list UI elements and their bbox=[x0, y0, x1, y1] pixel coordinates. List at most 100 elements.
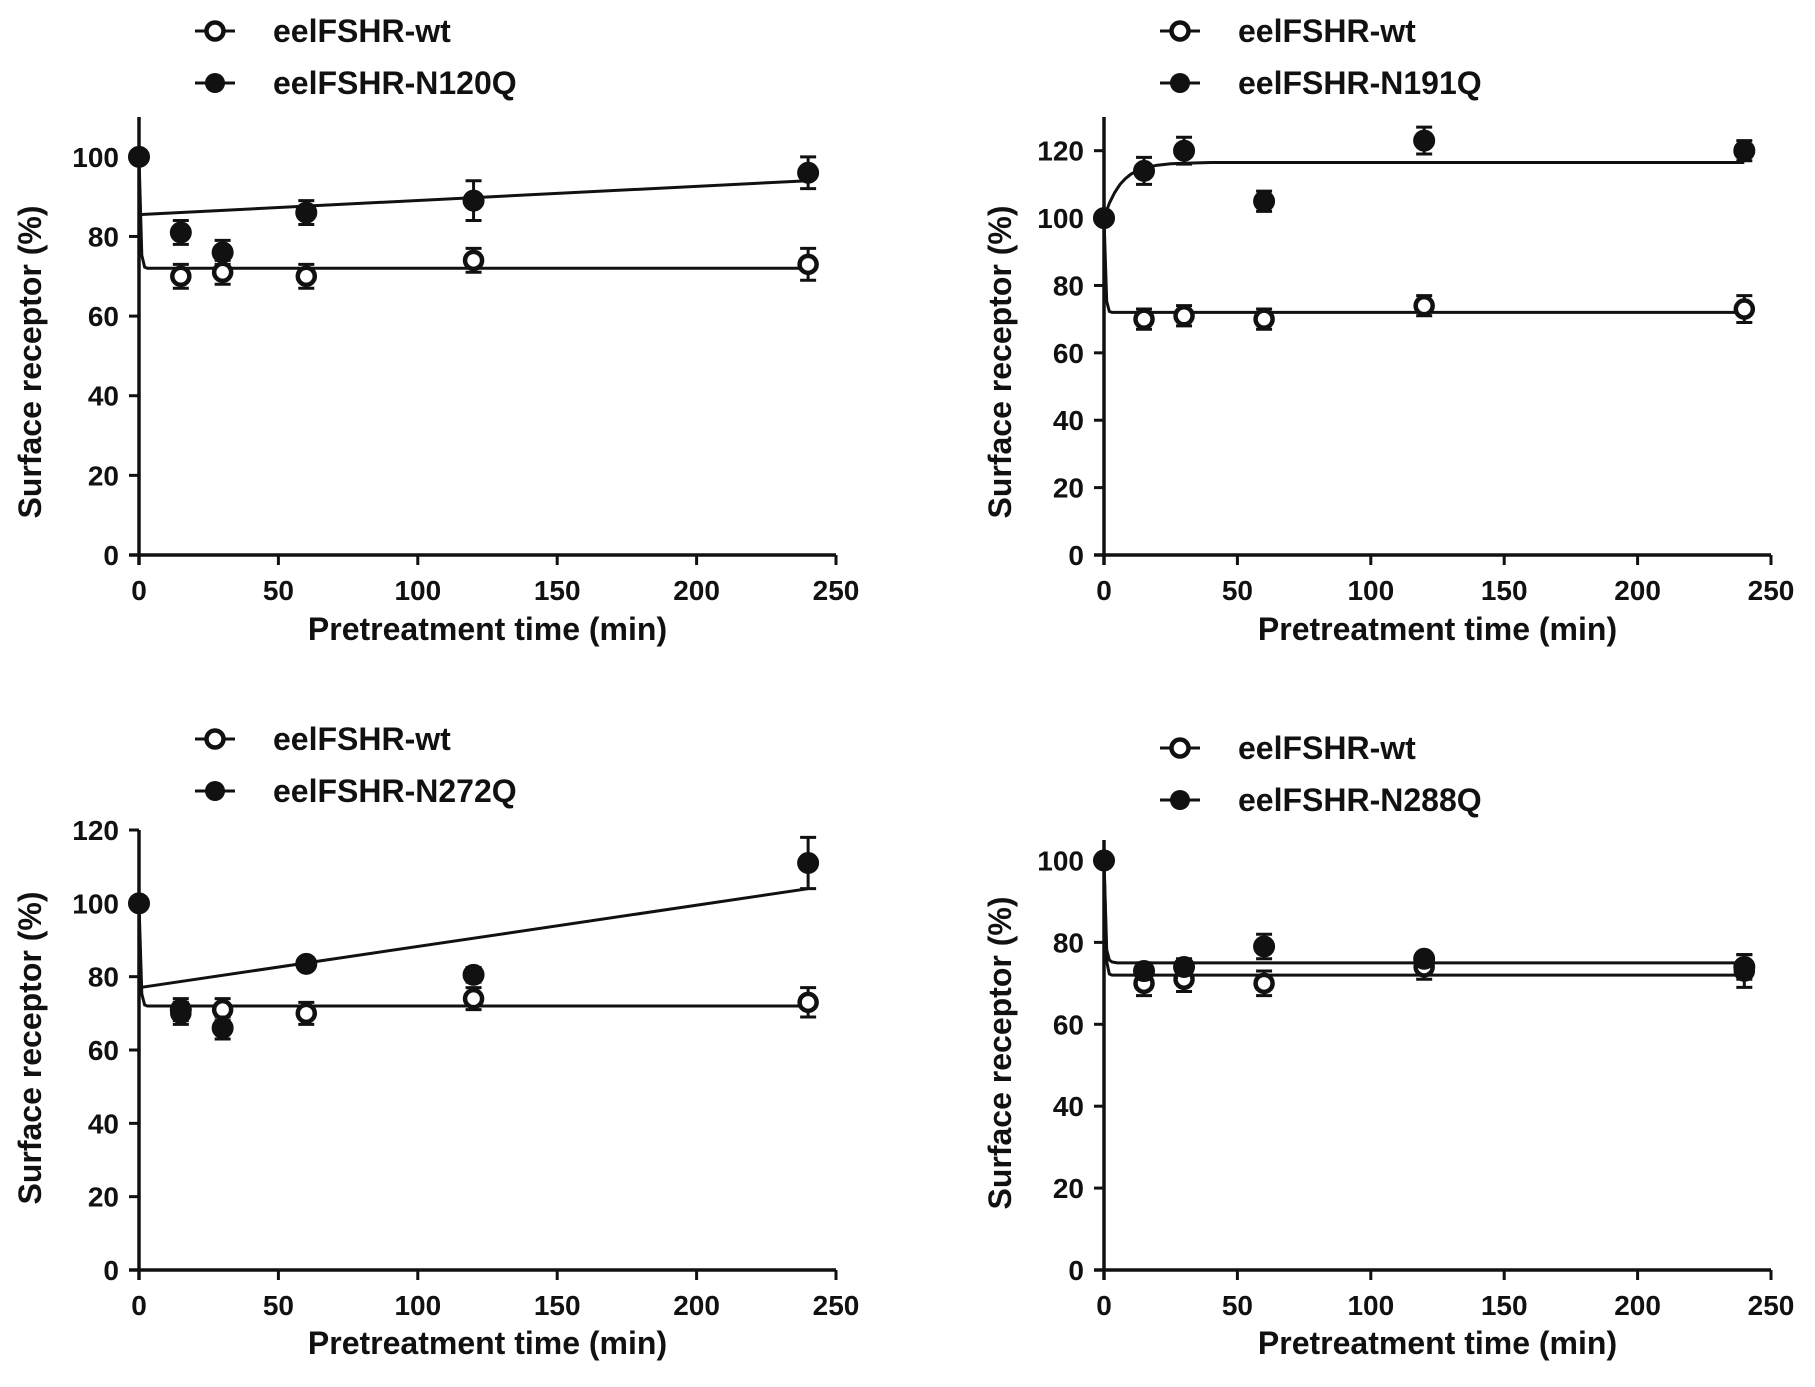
y-tick-label: 40 bbox=[1053, 405, 1084, 436]
y-tick-label: 60 bbox=[88, 1035, 119, 1066]
y-tick-label: 40 bbox=[88, 381, 119, 412]
legend-marker-open bbox=[204, 20, 226, 42]
fit-line bbox=[1102, 860, 1745, 965]
y-tick-label: 100 bbox=[72, 888, 119, 919]
data-point-filled bbox=[128, 892, 150, 915]
y-tick-label: 100 bbox=[1037, 203, 1084, 234]
legend-entry: eelFSHR-N191Q bbox=[1160, 65, 1482, 101]
legend-label: eelFSHR-wt bbox=[1238, 13, 1416, 49]
legend-entry: eelFSHR-wt bbox=[1160, 13, 1416, 49]
chart-panel-1: 0 20 40 60 80 100 0 50 100 150 200 250 Pretreatment … bbox=[12, 13, 859, 647]
data-point-open bbox=[797, 991, 819, 1014]
legend-marker-filled bbox=[205, 73, 225, 93]
data-point-open bbox=[1173, 305, 1195, 327]
series-mutant bbox=[1093, 849, 1756, 983]
data-point-filled bbox=[1413, 947, 1436, 970]
fit-line bbox=[137, 903, 809, 1008]
data-point-open bbox=[1253, 308, 1275, 330]
y-tick-label: 60 bbox=[1053, 338, 1084, 369]
x-tick-label: 100 bbox=[1347, 1290, 1394, 1321]
legend-marker-filled bbox=[205, 781, 225, 801]
data-point-filled bbox=[128, 145, 150, 168]
series-mutant bbox=[128, 835, 820, 1041]
y-tick-label: 20 bbox=[1053, 1173, 1084, 1204]
data-point-filled bbox=[1413, 129, 1436, 152]
y-tick-label: 60 bbox=[1053, 1009, 1084, 1040]
y-tick-label: 40 bbox=[1053, 1091, 1084, 1122]
x-tick-label: 0 bbox=[131, 575, 147, 606]
x-axis-label: Pretreatment time (min) bbox=[308, 611, 667, 647]
data-point-open bbox=[797, 253, 819, 276]
data-point-filled bbox=[462, 189, 485, 212]
legend-marker-open bbox=[1169, 737, 1191, 759]
y-axis-label: Surface receptor (%) bbox=[982, 897, 1018, 1210]
data-point-filled bbox=[1093, 849, 1115, 872]
legend-entry: eelFSHR-N120Q bbox=[195, 65, 517, 101]
data-point-open bbox=[1253, 972, 1275, 995]
x-axis-label: Pretreatment time (min) bbox=[308, 1325, 667, 1361]
x-tick-label: 50 bbox=[1222, 575, 1253, 606]
y-tick-label: 80 bbox=[1053, 927, 1084, 958]
y-axis-label: Surface receptor (%) bbox=[982, 206, 1018, 519]
data-point-filled bbox=[211, 241, 234, 264]
y-tick-label: 0 bbox=[103, 1255, 119, 1286]
y-tick-label: 20 bbox=[88, 460, 119, 491]
x-tick-label: 200 bbox=[673, 575, 720, 606]
chart-panel-4: 0 20 40 60 80 100 0 50 100 150 200 250 Pretreatment … bbox=[982, 730, 1794, 1361]
fit-line bbox=[1102, 860, 1745, 977]
data-point-filled bbox=[1733, 139, 1756, 162]
data-point-filled bbox=[169, 998, 192, 1021]
y-tick-label: 0 bbox=[103, 540, 119, 571]
data-point-open bbox=[295, 1002, 318, 1025]
data-point-filled bbox=[1253, 190, 1276, 213]
y-tick-label: 60 bbox=[88, 301, 119, 332]
data-point-open bbox=[211, 261, 234, 284]
chart-panel-3: 0 20 40 60 80 100 120 0 50 100 150 200 250 Pretreatme… bbox=[12, 721, 859, 1361]
fit-line bbox=[138, 887, 809, 990]
legend-marker-filled bbox=[1170, 790, 1190, 810]
y-tick-label: 120 bbox=[72, 815, 119, 846]
y-tick-label: 0 bbox=[1068, 1255, 1084, 1286]
data-point-filled bbox=[1133, 159, 1156, 182]
data-point-filled bbox=[211, 1017, 234, 1039]
chart-panel-2: 0 20 40 60 80 100 120 0 50 100 150 200 250 Pretreatme… bbox=[982, 13, 1794, 647]
x-tick-label: 0 bbox=[1096, 1290, 1112, 1321]
x-tick-label: 0 bbox=[1096, 575, 1112, 606]
y-tick-label: 0 bbox=[1068, 540, 1084, 571]
data-point-filled bbox=[169, 221, 192, 244]
x-tick-label: 200 bbox=[1614, 1290, 1661, 1321]
x-tick-label: 150 bbox=[1481, 575, 1528, 606]
y-tick-label: 80 bbox=[88, 962, 119, 993]
x-tick-label: 150 bbox=[1481, 1290, 1528, 1321]
x-tick-label: 100 bbox=[394, 575, 441, 606]
x-tick-label: 250 bbox=[1748, 575, 1795, 606]
y-tick-label: 100 bbox=[1037, 845, 1084, 876]
data-point-filled bbox=[1173, 139, 1196, 162]
y-tick-label: 80 bbox=[88, 221, 119, 252]
data-point-filled bbox=[797, 161, 820, 184]
x-tick-label: 50 bbox=[1222, 1290, 1253, 1321]
fit-line bbox=[1102, 218, 1745, 314]
legend-entry: eelFSHR-wt bbox=[1160, 730, 1416, 766]
legend-entry: eelFSHR-N288Q bbox=[1160, 782, 1482, 818]
data-point-filled bbox=[797, 852, 820, 874]
data-point-filled bbox=[1093, 207, 1115, 230]
data-point-open bbox=[1133, 308, 1155, 330]
legend-marker-filled bbox=[1170, 73, 1190, 93]
legend-label: eelFSHR-wt bbox=[273, 721, 451, 757]
y-tick-label: 80 bbox=[1053, 270, 1084, 301]
y-tick-label: 20 bbox=[88, 1182, 119, 1213]
x-tick-label: 50 bbox=[263, 1290, 294, 1321]
legend-label: eelFSHR-N288Q bbox=[1238, 782, 1482, 818]
legend-entry: eelFSHR-N272Q bbox=[195, 773, 517, 809]
x-tick-label: 150 bbox=[534, 1290, 581, 1321]
y-tick-label: 100 bbox=[72, 142, 119, 173]
legend-label: eelFSHR-N272Q bbox=[273, 773, 517, 809]
data-point-open bbox=[170, 265, 192, 288]
x-tick-label: 100 bbox=[1347, 575, 1394, 606]
data-point-open bbox=[462, 249, 485, 272]
y-tick-label: 120 bbox=[1037, 136, 1084, 167]
legend-label: eelFSHR-N191Q bbox=[1238, 65, 1482, 101]
